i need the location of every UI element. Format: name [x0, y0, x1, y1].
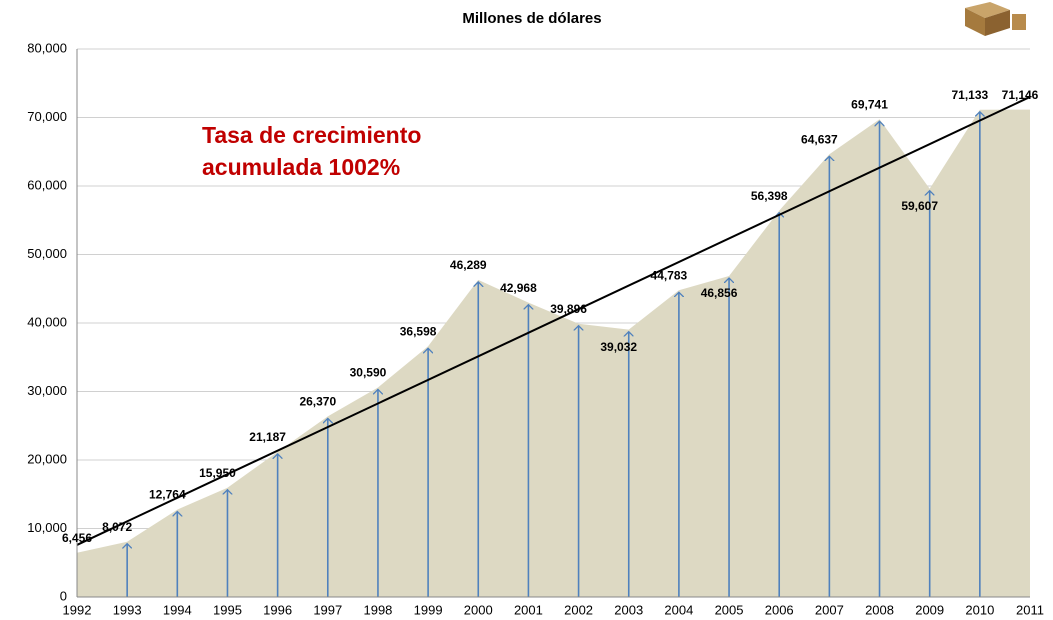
x-tick-label: 1993	[113, 602, 142, 617]
data-label: 71,133	[951, 88, 988, 102]
data-label: 15,950	[199, 466, 236, 480]
x-tick-label: 1998	[363, 602, 392, 617]
data-label: 12,764	[149, 488, 186, 502]
data-label: 26,370	[299, 395, 336, 409]
y-tick-label: 80,000	[27, 40, 67, 55]
x-tick-label: 2005	[715, 602, 744, 617]
data-label: 69,741	[851, 97, 888, 111]
y-tick-label: 50,000	[27, 246, 67, 261]
x-tick-label: 2000	[464, 602, 493, 617]
data-label: 6,456	[62, 531, 92, 545]
x-tick-label: 1995	[213, 602, 242, 617]
data-label: 42,968	[500, 281, 537, 295]
trend-line	[76, 96, 1031, 546]
y-tick-label: 0	[60, 588, 67, 603]
x-tick-label: 1996	[263, 602, 292, 617]
x-tick-label: 1994	[163, 602, 192, 617]
x-tick-label: 2006	[765, 602, 794, 617]
data-label: 36,598	[400, 324, 437, 338]
x-tick-label: 2002	[564, 602, 593, 617]
x-tick-label: 2003	[614, 602, 643, 617]
data-label: 64,637	[801, 132, 838, 146]
x-tick-label: 2007	[815, 602, 844, 617]
x-tick-label: 2011	[1016, 602, 1044, 617]
data-label: 8,072	[102, 520, 132, 534]
data-label: 46,856	[701, 286, 738, 300]
y-tick-label: 20,000	[27, 451, 67, 466]
x-tick-label: 2009	[915, 602, 944, 617]
data-label: 46,289	[450, 258, 487, 272]
y-tick-label: 10,000	[27, 520, 67, 535]
x-tick-label: 1999	[414, 602, 443, 617]
area	[77, 109, 1030, 597]
annotation: Tasa de crecimiento	[202, 122, 421, 148]
x-tick-label: 2001	[514, 602, 543, 617]
chart-title: Millones de dólares	[462, 10, 601, 27]
y-tick-label: 30,000	[27, 383, 67, 398]
x-tick-label: 1992	[63, 602, 92, 617]
data-label: 39,896	[550, 302, 587, 316]
data-label: 30,590	[350, 366, 387, 380]
x-tick-label: 2004	[664, 602, 693, 617]
data-label: 56,398	[751, 189, 788, 203]
annotation: acumulada 1002%	[202, 154, 400, 180]
data-label: 44,783	[651, 268, 688, 282]
y-tick-label: 70,000	[27, 109, 67, 124]
x-tick-label: 2010	[965, 602, 994, 617]
data-label: 59,607	[901, 199, 938, 213]
x-tick-label: 2008	[865, 602, 894, 617]
y-tick-label: 60,000	[27, 177, 67, 192]
data-label: 21,187	[249, 430, 286, 444]
x-tick-label: 1997	[313, 602, 342, 617]
data-label: 71,146	[1002, 88, 1039, 102]
y-tick-label: 40,000	[27, 314, 67, 329]
data-label: 39,032	[600, 340, 637, 354]
boxes-icon	[965, 2, 1026, 36]
